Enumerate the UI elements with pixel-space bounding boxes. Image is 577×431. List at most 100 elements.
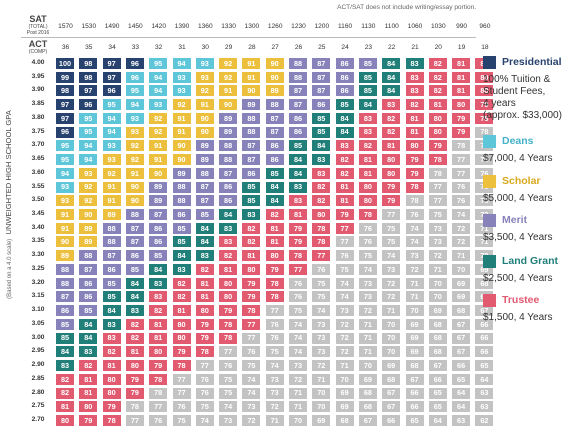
grid-cell-merit: 88 — [172, 195, 191, 207]
grid-cell-none: 69 — [335, 387, 354, 399]
grid-cell-none: 77 — [149, 401, 168, 413]
legend-desc-landgrant: $2,500, 4 Years — [483, 273, 553, 284]
grid-cell-landgrant: 83 — [102, 318, 121, 330]
legend-swatch-scholar — [483, 175, 496, 188]
grid-cell-trustee: 81 — [452, 58, 471, 69]
grid-cell-merit: 88 — [79, 250, 98, 262]
grid-cell-trustee: 79 — [382, 195, 401, 207]
grid-cell-none: 68 — [475, 277, 494, 289]
grid-cell-none: 71 — [405, 291, 424, 303]
grid-cell-trustee: 79 — [289, 236, 307, 248]
grid-cell-none: 71 — [452, 250, 471, 262]
grid-cell-none: 75 — [475, 195, 494, 207]
legend-swatch-landgrant — [483, 255, 496, 268]
grid-cell-trustee: 79 — [195, 332, 214, 344]
act-score-29: 29 — [224, 44, 233, 51]
grid-cell-none: 66 — [405, 387, 424, 399]
grid-cell-none: 69 — [405, 332, 424, 344]
grid-cell-landgrant: 83 — [149, 277, 168, 289]
grid-cell-merit: 88 — [195, 167, 214, 179]
grid-cell-none: 69 — [452, 291, 471, 303]
grid-cell-deans: 94 — [102, 112, 121, 124]
grid-cell-merit: 87 — [265, 112, 284, 124]
gpa-label: 3.55 — [31, 182, 45, 190]
grid-cell-none: 69 — [382, 360, 401, 372]
grid-cell-landgrant: 85 — [289, 140, 307, 152]
grid-cell-landgrant: 84 — [335, 126, 354, 138]
grid-cell-none: 77 — [382, 209, 401, 221]
gpa-label: 3.95 — [31, 72, 45, 80]
gpa-label: 3.20 — [31, 278, 45, 286]
grid-cell-trustee: 80 — [382, 154, 401, 166]
grid-cell-landgrant: 84 — [382, 71, 401, 83]
grid-cell-none: 71 — [265, 414, 284, 426]
grid-cell-merit: 86 — [102, 263, 121, 275]
sat-score-1390: 1390 — [174, 23, 190, 30]
grid-cell-trustee: 82 — [242, 222, 261, 234]
act-score-35: 35 — [85, 44, 93, 51]
grid-cell-presidential: 97 — [56, 112, 74, 124]
grid-cell-deans: 95 — [56, 154, 74, 166]
legend-swatch-deans — [483, 135, 496, 148]
grid-cell-none: 77 — [452, 167, 471, 179]
grid-cell-trustee: 81 — [242, 250, 261, 262]
grid-cell-trustee: 83 — [358, 126, 377, 138]
grid-cell-trustee: 82 — [312, 195, 331, 207]
grid-cell-presidential: 97 — [102, 58, 121, 69]
grid-cell-none: 74 — [405, 222, 424, 234]
grid-cell-none: 69 — [405, 346, 424, 358]
sat-score-1490: 1490 — [104, 23, 120, 30]
grid-cell-trustee: 78 — [289, 250, 307, 262]
grid-cell-scholar: 91 — [242, 58, 261, 69]
grid-cell-scholar: 91 — [102, 195, 121, 207]
grid-cell-merit: 88 — [172, 181, 191, 193]
gpa-label: 3.30 — [31, 251, 45, 259]
grid-cell-none: 74 — [242, 387, 261, 399]
grid-cell-landgrant: 85 — [312, 112, 331, 124]
grid-cell-landgrant: 85 — [265, 167, 284, 179]
grid-cell-none: 74 — [382, 250, 401, 262]
grid-cell-none: 69 — [405, 318, 424, 330]
grid-cell-landgrant: 83 — [172, 263, 191, 275]
grid-cell-none: 73 — [335, 305, 354, 317]
grid-cell-trustee: 82 — [405, 99, 424, 111]
grid-cell-trustee: 80 — [102, 373, 121, 385]
grid-cell-none: 67 — [428, 360, 447, 372]
grid-cell-none: 68 — [382, 373, 401, 385]
grid-cell-landgrant: 84 — [79, 318, 98, 330]
grid-cell-merit: 89 — [195, 154, 214, 166]
grid-cell-none: 74 — [335, 277, 354, 289]
grid-cell-merit: 89 — [219, 126, 238, 138]
grid-cell-merit: 88 — [102, 222, 121, 234]
grid-cell-landgrant: 85 — [335, 99, 354, 111]
grid-cell-none: 73 — [428, 236, 447, 248]
gpa-axis-label: (Based on a 4.0 scale) UNWEIGHTED HIGH S… — [4, 92, 13, 317]
grid-cell-none: 69 — [475, 263, 494, 275]
grid-cell-trustee: 82 — [428, 58, 447, 69]
grid-cell-deans: 94 — [56, 167, 74, 179]
grid-cell-none: 77 — [428, 181, 447, 193]
grid-cell-none: 76 — [475, 167, 494, 179]
grid-cell-none: 74 — [289, 318, 307, 330]
grid-cell-presidential: 97 — [102, 71, 121, 83]
grid-cell-none: 76 — [358, 236, 377, 248]
grid-cell-scholar: 92 — [219, 58, 238, 69]
grid-cell-none: 77 — [242, 332, 261, 344]
grid-cell-none: 72 — [289, 373, 307, 385]
grid-cell-none: 73 — [405, 250, 424, 262]
grid-cell-none: 76 — [289, 291, 307, 303]
grid-cell-merit: 86 — [335, 71, 354, 83]
grid-cell-none: 63 — [452, 414, 471, 426]
act-score-20: 20 — [434, 44, 442, 51]
grid-cell-deans: 95 — [149, 58, 168, 69]
grid-cell-none: 77 — [172, 387, 191, 399]
grid-cell-merit: 86 — [219, 181, 238, 193]
grid-cell-trustee: 81 — [265, 236, 284, 248]
grid-cell-merit: 88 — [289, 71, 307, 83]
grid-cell-trustee: 81 — [56, 401, 74, 413]
grid-cell-none: 63 — [475, 387, 494, 399]
grid-cell-merit: 87 — [125, 222, 144, 234]
grid-cell-merit: 88 — [265, 99, 284, 111]
gpa-axis-title: UNWEIGHTED HIGH SCHOOL GPA — [4, 110, 13, 235]
sat-header-title: SAT — [29, 14, 47, 24]
